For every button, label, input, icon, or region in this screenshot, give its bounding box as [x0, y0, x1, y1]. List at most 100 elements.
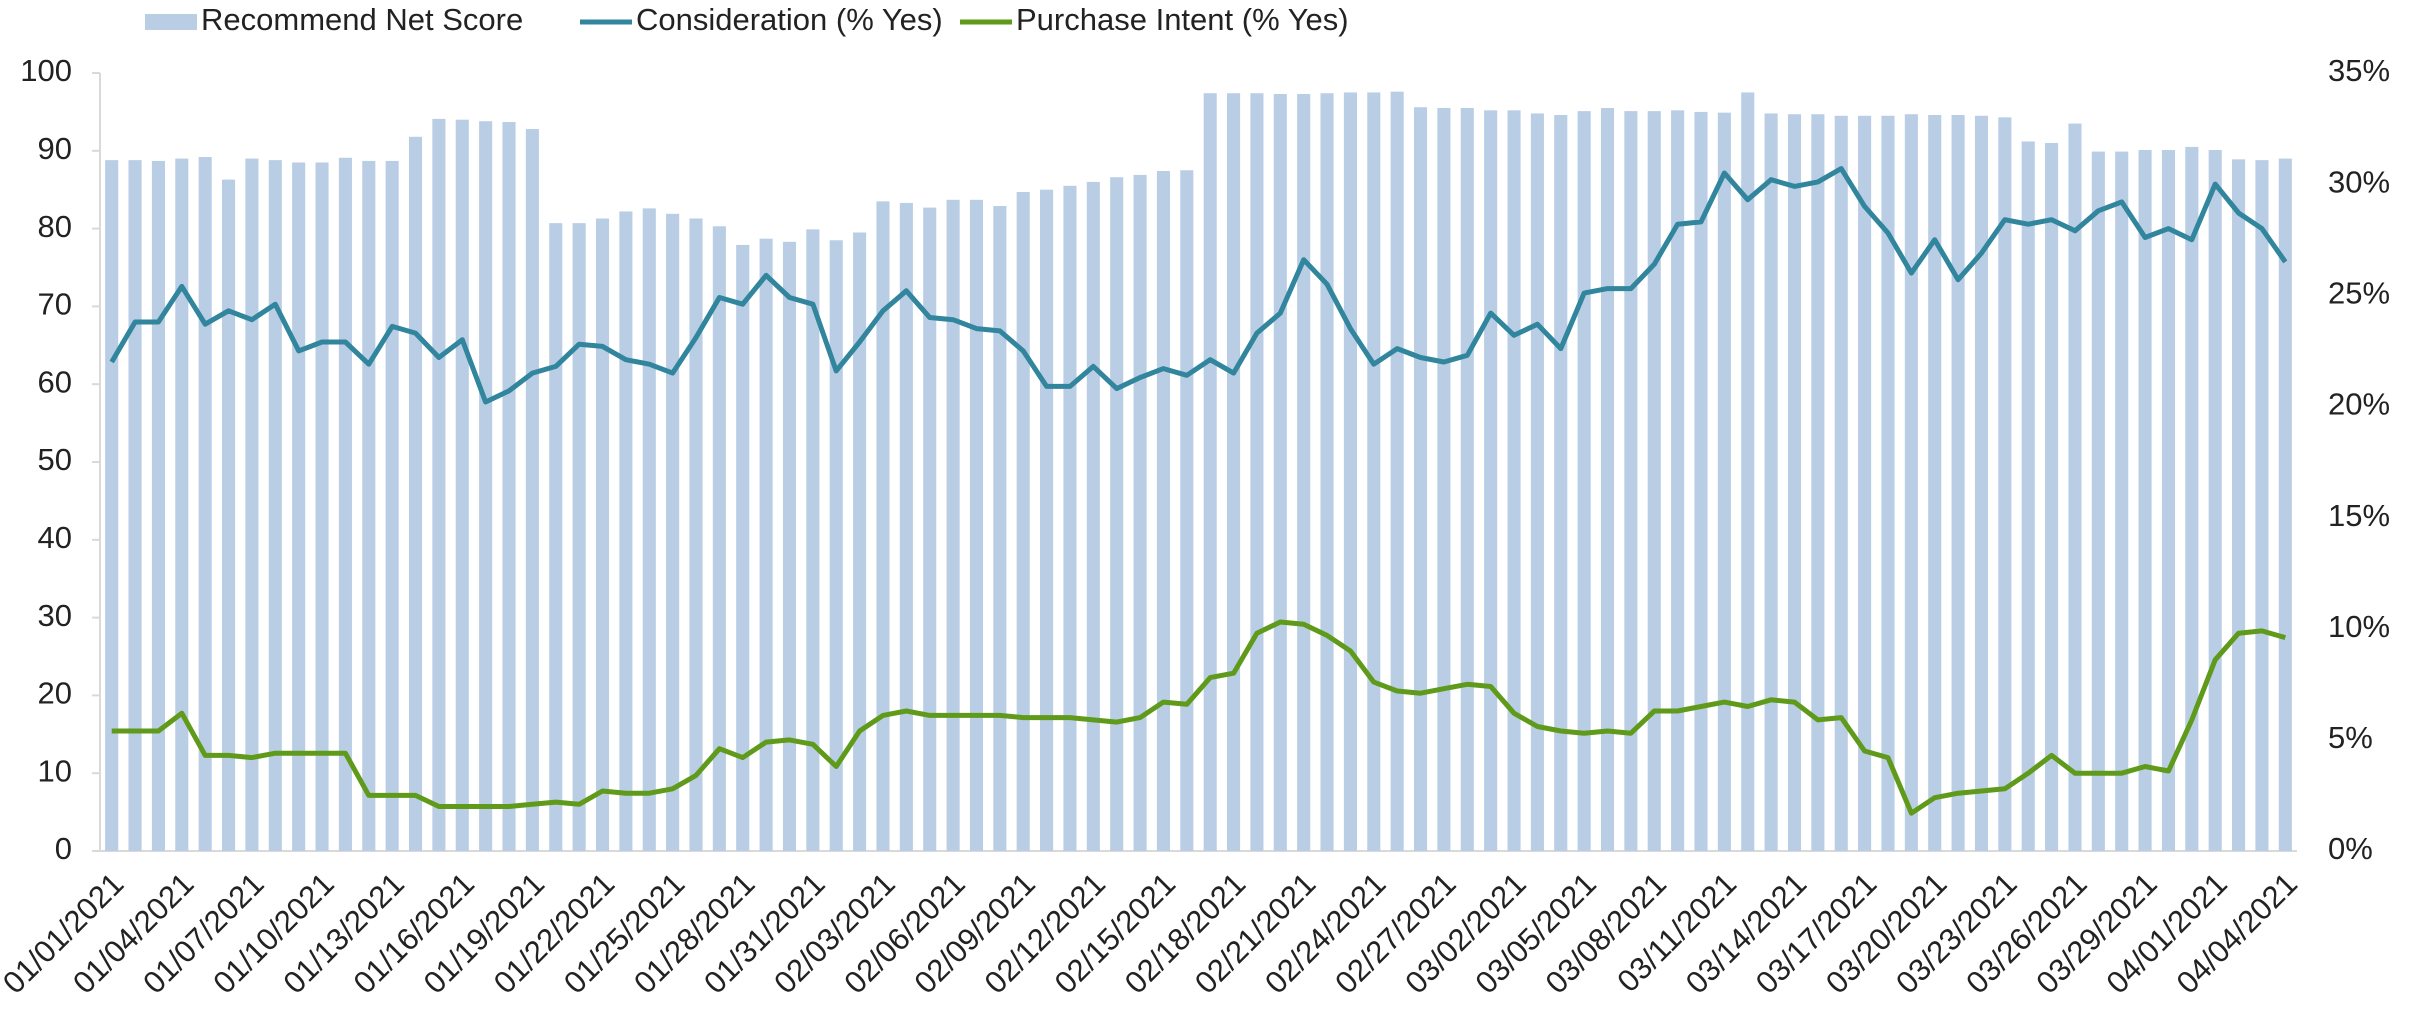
bar	[1227, 93, 1241, 851]
bar	[2068, 123, 2082, 851]
bar	[806, 229, 820, 852]
y-tick-label: 30	[38, 598, 72, 633]
bar	[1554, 115, 1568, 851]
legend-swatch	[145, 14, 197, 30]
legend-label: Consideration (% Yes)	[636, 2, 943, 37]
bar	[1273, 94, 1287, 852]
bar	[1460, 108, 1474, 851]
y2-tick-label: 30%	[2328, 164, 2390, 199]
bar	[2185, 146, 2199, 851]
bar	[1530, 113, 1544, 852]
bar	[2208, 150, 2222, 852]
bar	[245, 158, 259, 851]
bar	[1507, 110, 1521, 852]
bar	[479, 121, 493, 851]
line	[109, 166, 2288, 405]
bar	[1133, 174, 1147, 852]
y-tick-label: 90	[38, 131, 72, 166]
y2-tick-label: 5%	[2328, 720, 2373, 755]
bar	[829, 240, 843, 851]
bar	[759, 238, 773, 852]
bar	[1016, 192, 1030, 851]
y-tick-label: 20	[38, 676, 72, 711]
bar	[1437, 108, 1451, 851]
bar	[1297, 94, 1311, 852]
bar	[595, 218, 610, 852]
bar	[2278, 158, 2292, 851]
bar	[1787, 114, 1802, 851]
y-tick-label: 10	[38, 753, 72, 788]
bar	[1928, 115, 1942, 851]
bar	[1484, 110, 1498, 852]
bar	[362, 160, 376, 851]
bar	[2232, 159, 2246, 851]
bar	[525, 129, 539, 852]
bar	[876, 201, 890, 851]
bar	[1764, 113, 1778, 852]
bar	[1647, 111, 1661, 851]
bar	[549, 223, 563, 852]
y2-tick-label: 35%	[2328, 53, 2390, 88]
y2-tick-label: 20%	[2328, 387, 2390, 422]
bar	[993, 206, 1007, 852]
bar	[338, 157, 352, 851]
bar	[1834, 115, 1848, 852]
bar	[1998, 117, 2012, 851]
bar	[1904, 114, 1918, 851]
bar	[1858, 115, 1872, 852]
bar	[502, 122, 516, 852]
bar	[1741, 92, 1755, 851]
bar	[1110, 177, 1124, 851]
bar	[2045, 143, 2059, 851]
bar	[1717, 112, 1731, 852]
bar	[642, 208, 656, 851]
bar	[222, 179, 236, 851]
bar	[853, 232, 867, 852]
bar	[1086, 181, 1100, 852]
bar	[315, 162, 329, 852]
bar	[2255, 160, 2269, 852]
bar	[736, 244, 750, 852]
bar	[572, 223, 586, 852]
bar	[2161, 150, 2175, 852]
y-tick-label: 100	[20, 53, 72, 88]
bar	[1974, 115, 1989, 852]
bar	[1367, 92, 1381, 851]
bar	[1203, 93, 1217, 851]
bar	[1390, 91, 1404, 851]
y2-tick-label: 25%	[2328, 275, 2390, 310]
bar	[1063, 185, 1077, 851]
y-tick-label: 60	[38, 364, 72, 399]
bar	[899, 202, 913, 851]
bar	[385, 160, 399, 851]
y-tick-label: 50	[38, 442, 72, 477]
bar	[198, 157, 212, 852]
bar	[1671, 110, 1685, 852]
bar	[455, 119, 469, 852]
bar	[1951, 115, 1965, 851]
bar	[1040, 189, 1054, 851]
bar	[969, 199, 984, 852]
legend-label: Purchase Intent (% Yes)	[1016, 2, 1349, 37]
y2-tick-label: 10%	[2328, 609, 2390, 644]
bar	[268, 160, 282, 852]
bar	[666, 213, 680, 851]
bar	[1694, 111, 1708, 851]
bar	[1624, 111, 1638, 851]
bar	[175, 158, 189, 851]
bar	[1811, 114, 1825, 851]
bar	[689, 218, 703, 852]
bar	[1577, 111, 1591, 851]
bar	[1180, 170, 1194, 851]
bar	[1250, 93, 1264, 851]
bar	[1343, 92, 1357, 851]
bar	[619, 211, 633, 851]
bar	[2115, 151, 2129, 851]
bar	[712, 226, 726, 852]
bar	[408, 136, 423, 851]
bar	[1881, 115, 1895, 852]
line	[111, 619, 2286, 816]
bar	[923, 207, 937, 851]
bar	[1156, 171, 1170, 851]
